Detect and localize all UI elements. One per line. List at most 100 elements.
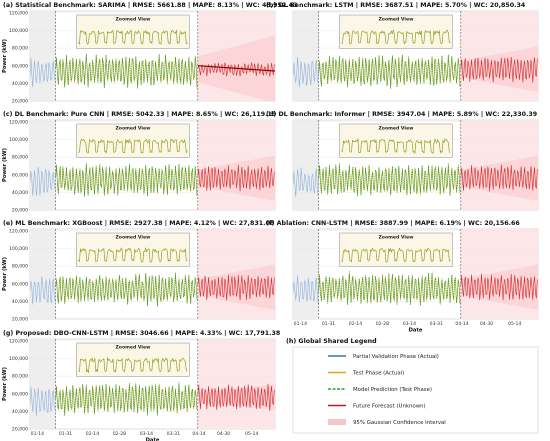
confidence-band [460,155,538,201]
y-tick-label: 60,000 [12,172,28,178]
inset-prediction-line [78,29,188,46]
panel-title: (d) DL Benchmark: Informer | RMSE: 3947.… [266,111,537,119]
y-tick-label: 100,000 [9,28,28,34]
validation-line [30,166,56,196]
y-tick-label: 40,000 [12,81,28,87]
forecast-mean-line [197,65,275,72]
prediction-line [55,382,198,416]
y-tick-label: 100,000 [9,137,28,143]
y-tick-label: 80,000 [12,264,28,270]
inset-frame [339,123,453,158]
x-tick-label: 05-14 [245,431,258,437]
y-tick-label: 40,000 [12,299,28,305]
x-axis-label: Date [409,328,423,334]
legend-entry-label: Model Prediction (Test Phase) [353,387,432,393]
legend-title: (h) Global Shared Legend [286,338,377,345]
x-tick-label: 03-14 [140,431,153,437]
inset-frame [76,232,190,267]
inset-prediction-line [78,137,188,154]
panel-title: (g) Proposed: DBO-CNN-LSTM | RMSE: 3046.… [3,330,280,338]
validation-shade [293,229,319,319]
zoomed-inset: Zoomed View [339,14,453,49]
legend-swatch [328,419,346,425]
y-axis-label: Power (kW) [2,39,8,73]
inset-actual-line [78,138,188,154]
panel-f: (f) Ablation: CNN-LSTM | RMSE: 3887.99 |… [266,220,539,334]
zoomed-inset: Zoomed View [76,123,190,158]
x-tick-label: 04-30 [480,321,493,327]
x-tick-label: 03-31 [167,431,180,437]
y-tick-label: 100,000 [9,356,28,362]
plot-content [30,120,275,210]
y-tick-label: 40,000 [12,409,28,415]
y-tick-label: 120,000 [9,228,28,234]
panel-e: (e) ML Benchmark: XGBoost | RMSE: 2927.3… [2,220,276,323]
inset-actual-line [341,247,451,263]
zoomed-inset: Zoomed View [339,232,453,267]
plot-content [30,229,275,319]
validation-shade [30,120,56,210]
zoomed-inset: Zoomed View [76,14,190,49]
inset-prediction-line [341,138,451,155]
panel-title: (b) DL Benchmark: LSTM | RMSE: 3687.51 |… [266,2,526,10]
validation-line [30,276,56,305]
y-tick-label: 80,000 [12,46,28,52]
forecast-line [197,383,275,411]
y-tick-label: 20,000 [12,317,28,323]
plot-content [293,120,538,210]
inset-frame [76,123,190,158]
inset-actual-line [78,247,188,263]
inset-label: Zoomed View [115,235,151,241]
prediction-line [318,271,461,306]
inset-frame [76,342,190,377]
x-tick-label: 02-14 [86,431,99,437]
y-tick-label: 120,000 [9,338,28,344]
x-tick-label: 03-14 [403,321,416,327]
x-tick-label: 02-28 [376,321,389,327]
prediction-line [55,272,198,307]
y-tick-label: 20,000 [12,208,28,214]
prediction-line [318,163,461,197]
inset-label: Zoomed View [115,17,151,23]
inset-frame [76,14,190,49]
plot-content [30,339,275,429]
x-tick-label: 02-28 [113,431,126,437]
inset-prediction-line [78,247,188,264]
validation-line [293,275,319,304]
confidence-band [197,264,275,310]
validation-shade [293,11,319,101]
prediction-line [55,162,198,197]
inset-frame [339,14,453,49]
legend-entry-label: Partial Validation Phase (Actual) [353,354,439,360]
zoomed-inset: Zoomed View [76,232,190,267]
panel-title: (c) DL Benchmark: Pure CNN | RMSE: 5042.… [3,111,276,119]
inset-label: Zoomed View [378,235,414,241]
panel-b: (b) DL Benchmark: LSTM | RMSE: 3687.51 |… [266,2,539,102]
inset-label: Zoomed View [115,345,151,351]
prediction-line [55,53,198,89]
legend-box [292,346,539,434]
legend-panel: (h) Global Shared Legend Partial Validati… [286,338,539,434]
legend-entry-label: Future Forecast (Unknown) [353,404,426,410]
inset-label: Zoomed View [378,17,414,23]
x-tick-label: 01-14 [31,431,44,437]
x-tick-label: 01-31 [59,431,72,437]
zoomed-inset: Zoomed View [339,123,453,158]
forecast-line [197,274,275,301]
prediction-line [318,54,461,89]
validation-line [293,167,319,198]
panel-title: (a) Statistical Benchmark: SARIMA | RMSE… [3,2,297,10]
y-axis-label: Power (kW) [2,257,8,291]
inset-prediction-line [341,28,451,45]
plot-content [293,11,538,101]
panel-d: (d) DL Benchmark: Informer | RMSE: 3947.… [266,111,539,211]
x-tick-label: 01-14 [294,321,307,327]
x-tick-label: 03-31 [430,321,443,327]
validation-shade [30,11,56,101]
confidence-band [460,46,538,92]
y-tick-label: 120,000 [9,10,28,16]
x-axis-label: Date [146,438,160,441]
validation-line [293,57,319,88]
validation-line [30,386,56,417]
